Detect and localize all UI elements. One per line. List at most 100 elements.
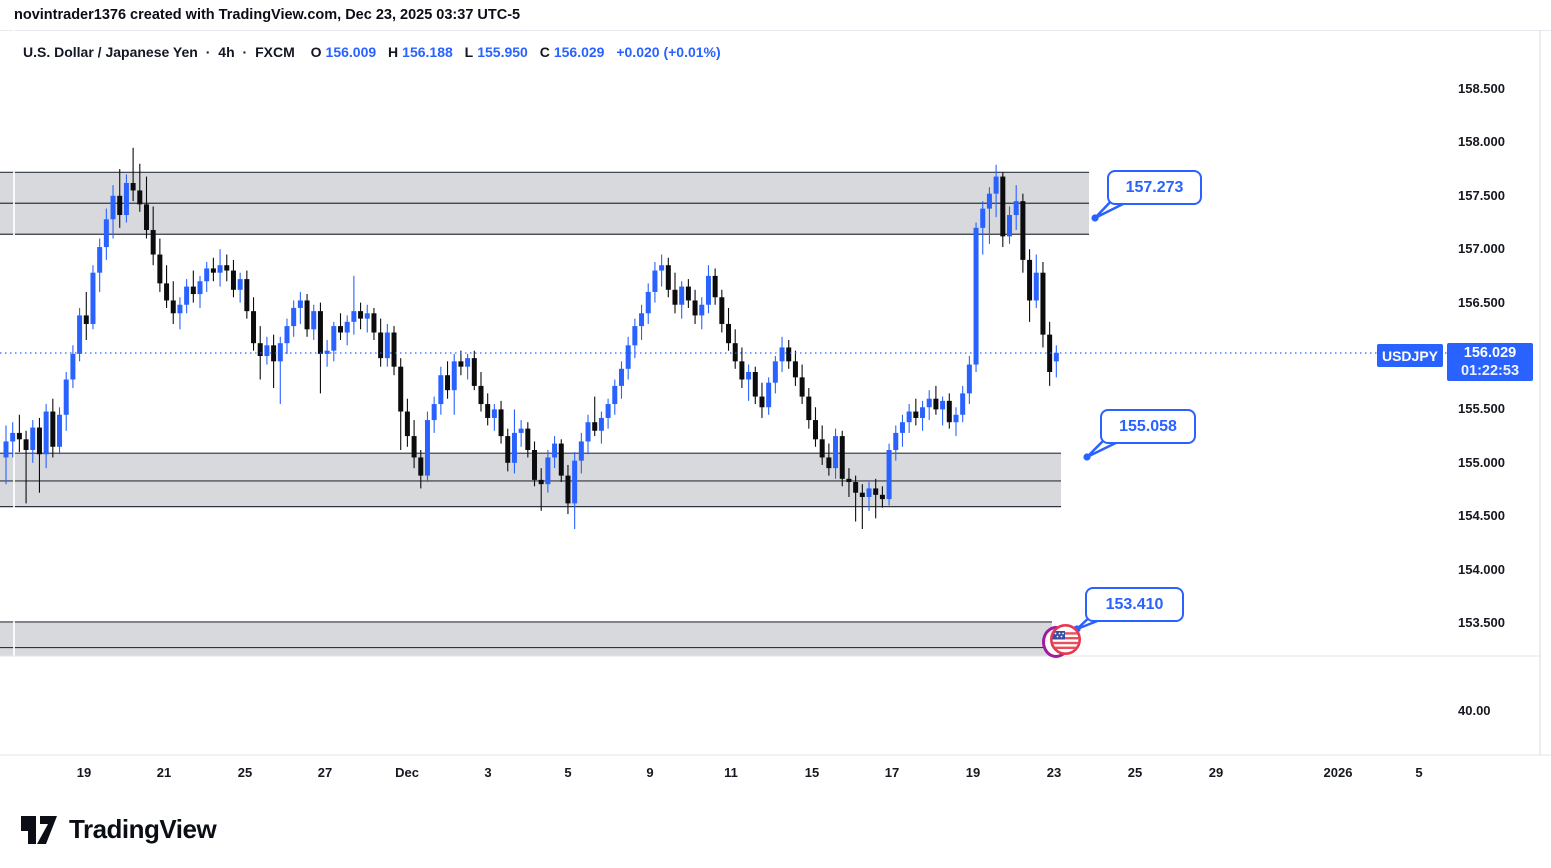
candle-body	[251, 311, 257, 344]
candle-body	[906, 411, 912, 423]
candle-body	[217, 265, 223, 273]
candle-body	[986, 193, 992, 209]
candle-body	[70, 353, 76, 380]
candle-body	[799, 377, 805, 397]
candle-body	[819, 439, 825, 458]
candle-body	[752, 372, 758, 397]
candle-body	[966, 364, 972, 394]
price-tick-154.500: 154.500	[1458, 508, 1505, 524]
candle-body	[324, 350, 330, 354]
candle-body	[338, 326, 343, 333]
candle-body	[846, 478, 852, 483]
candle-body	[1033, 272, 1039, 301]
candle-body	[150, 229, 156, 255]
tradingview-logo[interactable]: TradingView	[20, 814, 217, 845]
open-label: O	[310, 44, 322, 60]
candle-body	[1027, 259, 1033, 301]
candle-body	[545, 457, 551, 485]
candle-body	[612, 385, 618, 405]
price-callout-153.410[interactable]: 153.410	[1085, 587, 1184, 622]
candle-body	[471, 358, 477, 386]
candle-body	[364, 313, 370, 319]
candle-body	[772, 361, 778, 383]
candle-body	[645, 291, 651, 314]
candle-body	[685, 286, 691, 301]
candle-body	[746, 372, 752, 380]
callout-anchor-dot-1[interactable]	[1083, 453, 1091, 461]
candle-body	[873, 488, 879, 495]
candle-body	[23, 439, 29, 450]
price-callout-157.273[interactable]: 157.273	[1107, 170, 1202, 205]
candle-body	[438, 375, 444, 405]
candle-body	[358, 311, 364, 319]
candle-body	[1007, 215, 1012, 237]
candle-body	[190, 286, 196, 295]
zone-rect-1[interactable]	[0, 453, 1061, 507]
usdjpy-pair-flag-icon[interactable]	[1042, 623, 1082, 658]
zone-rect-2[interactable]	[0, 621, 1052, 657]
candle-body	[43, 411, 49, 455]
change-value: +0.020 (+0.01%)	[616, 44, 721, 60]
candle-body	[445, 375, 451, 391]
candle-body	[424, 420, 430, 476]
candle-body	[759, 396, 765, 408]
candle-body	[973, 227, 979, 365]
candle-body	[143, 204, 149, 230]
candle-body	[451, 361, 457, 391]
candle-body	[946, 400, 952, 423]
candle-body	[766, 382, 772, 408]
candle-body	[3, 441, 9, 458]
candle-body	[893, 432, 899, 450]
time-tick-23: 23	[1046, 765, 1062, 780]
candle-body	[378, 332, 384, 359]
last-price-label: 156.029 01:22:53	[1447, 343, 1533, 381]
time-tick-Dec: Dec	[395, 765, 419, 780]
candle-body	[705, 275, 711, 305]
candle-body	[953, 414, 959, 423]
candle-body	[940, 400, 946, 410]
candle-body	[77, 315, 83, 354]
candle-body	[304, 300, 310, 330]
time-tick-25: 25	[1127, 765, 1143, 780]
candle-body	[297, 300, 303, 308]
candle-body	[592, 422, 598, 431]
candle-body	[605, 404, 611, 418]
candle-body	[36, 427, 42, 455]
candle-body	[10, 432, 16, 442]
tradingview-logo-icon	[21, 815, 57, 844]
candle-body	[344, 321, 350, 333]
candle-body	[157, 254, 163, 284]
price-tick-155.500: 155.500	[1458, 401, 1505, 417]
candle-body	[558, 443, 564, 476]
callout-anchor-dot-0[interactable]	[1091, 214, 1099, 222]
price-tick-158.500: 158.500	[1458, 81, 1505, 96]
candle-body	[665, 265, 671, 290]
candle-body	[1040, 272, 1046, 335]
candle-body	[879, 494, 885, 500]
candle-body	[317, 311, 323, 354]
candle-body	[719, 297, 725, 324]
candle-body	[1013, 201, 1019, 216]
candle-body	[230, 270, 236, 290]
candle-body	[899, 422, 905, 433]
time-tick-2026: 2026	[1323, 765, 1353, 780]
candle-body	[518, 428, 524, 433]
candle-body	[679, 286, 685, 305]
close-value: 156.029	[553, 44, 605, 60]
candle-body	[384, 332, 390, 359]
candle-body	[532, 449, 538, 480]
price-callout-155.058[interactable]: 155.058	[1100, 409, 1196, 444]
candle-body	[311, 311, 317, 330]
candle-body	[920, 407, 926, 418]
candle-body	[90, 272, 96, 324]
candle-body	[585, 422, 591, 442]
price-tick-155.000: 155.000	[1458, 454, 1505, 470]
symbol-title: U.S. Dollar / Japanese Yen	[23, 44, 198, 60]
candle-body	[177, 304, 183, 314]
candle-body	[398, 366, 404, 412]
candle-body	[1000, 176, 1006, 237]
symbol-legend[interactable]: U.S. Dollar / Japanese Yen · 4h · FXCM O…	[23, 44, 725, 60]
time-tick-3: 3	[484, 765, 492, 780]
candle-body	[692, 300, 698, 316]
